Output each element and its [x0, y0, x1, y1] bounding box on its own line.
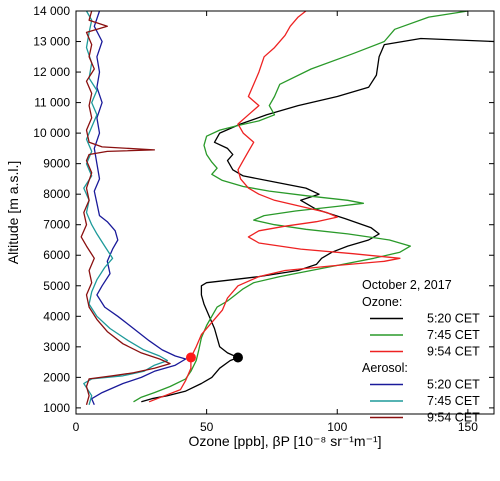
y-tick-label: 5000 — [43, 279, 70, 293]
series-aerosol-5-20-cet — [91, 10, 187, 406]
series-ozone-7-45-cet — [133, 10, 468, 403]
x-tick-label: 50 — [200, 420, 214, 434]
y-tick-label: 13 000 — [33, 35, 70, 49]
legend-entry-label: 7:45 CET — [427, 394, 480, 408]
y-tick-label: 9000 — [43, 157, 70, 171]
y-axis-title: Altitude [m a.s.l.] — [5, 161, 21, 264]
legend-entry-label: 7:45 CET — [427, 328, 480, 342]
y-tick-label: 14 000 — [33, 4, 70, 18]
x-tick-label: 100 — [327, 420, 347, 434]
y-tick-label: 7000 — [43, 218, 70, 232]
y-tick-label: 1000 — [43, 401, 70, 415]
tick-layer: 0 50 100 150 1000 2000 3000 4000 5000 6000 7000 800… — [33, 4, 494, 434]
x-tick-label: 0 — [73, 420, 80, 434]
x-tick-label: 150 — [458, 420, 478, 434]
series-aerosol-7-45-cet — [83, 10, 169, 405]
marker-dot — [185, 352, 196, 363]
y-tick-label: 6000 — [43, 248, 70, 262]
series-layer — [80, 10, 495, 406]
y-tick-label: 10 000 — [33, 126, 70, 140]
legend-title: October 2, 2017 — [362, 278, 452, 292]
legend-entry-label: 9:54 CET — [427, 411, 480, 425]
legend-group-label: Ozone: — [362, 295, 402, 309]
legend: October 2, 2017 Ozone: 5:20 CET 7:45 CET 9:5… — [362, 278, 480, 425]
marker-dot — [232, 352, 243, 363]
y-tick-label: 3000 — [43, 340, 70, 354]
legend-entry-label: 5:20 CET — [427, 312, 480, 326]
y-tick-label: 11 000 — [34, 96, 70, 110]
y-tick-label: 4000 — [43, 309, 70, 323]
marker-layer — [185, 352, 243, 363]
legend-group-label: Aerosol: — [362, 361, 408, 375]
series-ozone-9-54-cet — [148, 10, 401, 403]
y-tick-label: 8000 — [43, 187, 70, 201]
x-axis-title: Ozone [ppb], βP [10⁻⁸ sr⁻¹m⁻¹] — [188, 433, 381, 449]
plot-frame — [75, 10, 495, 415]
y-tick-label: 12 000 — [33, 65, 70, 79]
series-aerosol-9-54-cet — [80, 10, 171, 405]
legend-entry-label: 5:20 CET — [427, 378, 480, 392]
series-ozone-5-20-cet — [141, 37, 495, 403]
legend-entry-label: 9:54 CET — [427, 345, 480, 359]
y-tick-label: 2000 — [43, 370, 70, 384]
